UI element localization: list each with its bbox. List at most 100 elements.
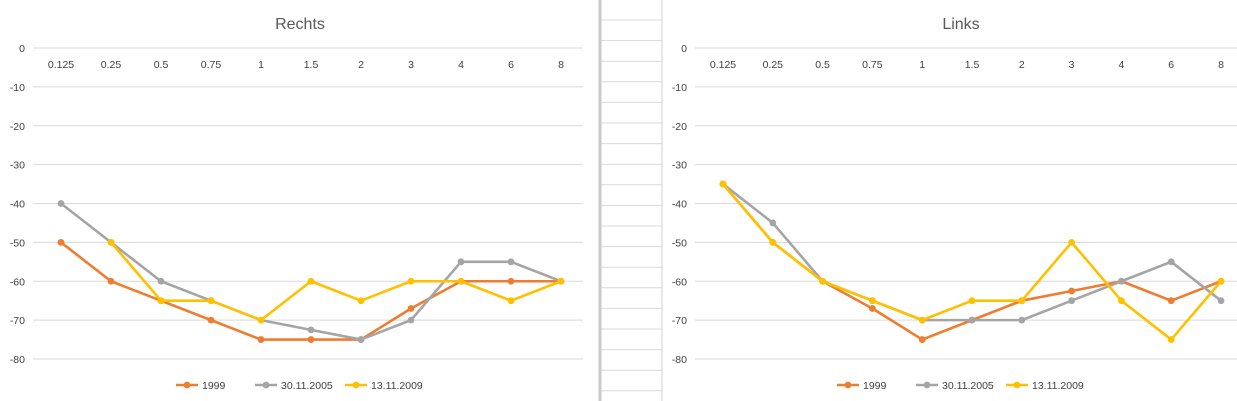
legend-label: 30.11.2005 bbox=[942, 380, 994, 392]
x-tick-label: 6 bbox=[1168, 59, 1174, 71]
legend: 1999 30.11.2005 13.11.2009 bbox=[837, 380, 1084, 392]
data-point bbox=[1068, 238, 1075, 246]
legend-label: 1999 bbox=[202, 380, 226, 392]
y-tick-label: -50 bbox=[10, 237, 25, 249]
data-point bbox=[207, 316, 215, 324]
y-tick-label: -40 bbox=[672, 199, 687, 211]
data-point bbox=[307, 277, 315, 285]
series-13.11.2009 bbox=[107, 238, 565, 324]
data-point bbox=[407, 305, 415, 312]
legend-label: 13.11.2009 bbox=[371, 380, 423, 392]
data-point bbox=[1217, 277, 1225, 285]
x-tick-label: 0.75 bbox=[201, 59, 222, 71]
x-tick-label: 1 bbox=[258, 59, 264, 71]
spreadsheet-column-separator bbox=[598, 0, 663, 401]
x-tick-label: 3 bbox=[408, 59, 414, 71]
y-tick-label: -80 bbox=[10, 354, 25, 366]
legend: 1999 30.11.2005 13.11.2009 bbox=[176, 380, 423, 392]
chart-links: Links 0 -10 -20 -30 -40 -50 -60 -70 -80 0.125 0.25… bbox=[672, 16, 1237, 392]
y-tick-label: -10 bbox=[10, 82, 25, 94]
y-tick-label: -60 bbox=[672, 276, 687, 288]
y-tick-label: -50 bbox=[672, 237, 687, 249]
data-point bbox=[719, 180, 727, 188]
y-tick-label: -40 bbox=[10, 199, 25, 211]
data-point bbox=[357, 336, 365, 343]
data-point bbox=[407, 277, 415, 285]
data-point bbox=[1118, 297, 1125, 305]
data-point bbox=[307, 336, 315, 343]
x-tick-label: 0.5 bbox=[154, 59, 169, 71]
x-tick-label: 8 bbox=[558, 59, 564, 71]
x-tick-label: 1 bbox=[919, 59, 925, 71]
data-point bbox=[1217, 297, 1225, 305]
y-tick-label: 0 bbox=[19, 43, 25, 55]
data-point bbox=[769, 238, 777, 246]
data-point bbox=[1018, 316, 1026, 324]
data-point bbox=[307, 326, 315, 334]
chart-rechts: Rechts 0 -10 -20 -30 -40 -50 -60 -70 -80 0.125 0.2… bbox=[10, 16, 583, 392]
data-point bbox=[107, 238, 115, 246]
data-point bbox=[507, 297, 515, 305]
data-point bbox=[457, 258, 465, 266]
chart-title: Rechts bbox=[275, 16, 325, 33]
data-point bbox=[819, 277, 826, 285]
y-tick-label: -60 bbox=[10, 276, 25, 288]
data-point bbox=[1068, 287, 1075, 295]
x-tick-label: 2 bbox=[358, 59, 364, 71]
data-point bbox=[918, 316, 926, 324]
data-point bbox=[1167, 336, 1175, 343]
data-point bbox=[157, 277, 165, 285]
x-tick-label: 4 bbox=[458, 59, 464, 71]
x-tick-label: 1.5 bbox=[304, 59, 319, 71]
series-line bbox=[109, 241, 563, 322]
y-tick-label: 0 bbox=[681, 43, 687, 55]
data-point bbox=[407, 316, 415, 324]
y-tick-label: -70 bbox=[10, 315, 25, 327]
x-tick-label: 0.5 bbox=[815, 59, 830, 71]
x-tick-label: 0.25 bbox=[101, 59, 122, 71]
series-13.11.2009 bbox=[719, 180, 1225, 343]
y-tick-label: -80 bbox=[672, 354, 687, 366]
x-tick-label: 0.25 bbox=[763, 59, 784, 71]
legend-swatch-marker bbox=[1013, 381, 1021, 389]
data-point bbox=[1167, 258, 1175, 266]
data-point bbox=[257, 316, 265, 324]
series-30.11.2005 bbox=[57, 200, 565, 343]
y-tick-label: -20 bbox=[672, 121, 687, 133]
legend-swatch-marker bbox=[844, 381, 852, 389]
chart-title: Links bbox=[942, 16, 979, 33]
legend-swatch-marker bbox=[183, 381, 191, 389]
x-tick-label: 0.75 bbox=[862, 59, 883, 71]
x-tick-label: 0.125 bbox=[710, 59, 736, 71]
data-point bbox=[869, 305, 876, 312]
legend-label: 1999 bbox=[863, 380, 887, 392]
data-point bbox=[57, 238, 65, 246]
x-tick-label: 1.5 bbox=[965, 59, 980, 71]
y-tick-label: -10 bbox=[672, 82, 687, 94]
data-point bbox=[507, 258, 515, 266]
y-tick-label: -70 bbox=[672, 315, 687, 327]
data-point bbox=[1068, 297, 1075, 305]
y-tick-label: -30 bbox=[672, 160, 687, 172]
y-tick-label: -20 bbox=[10, 121, 25, 133]
data-point bbox=[1118, 277, 1125, 285]
data-point bbox=[869, 297, 876, 305]
data-point bbox=[457, 277, 465, 285]
data-point bbox=[968, 297, 976, 305]
data-point bbox=[57, 200, 65, 207]
legend-swatch-marker bbox=[923, 381, 931, 389]
data-point bbox=[107, 277, 115, 285]
x-tick-label: 2 bbox=[1019, 59, 1025, 71]
legend-swatch-marker bbox=[352, 381, 360, 389]
x-tick-label: 6 bbox=[508, 59, 514, 71]
data-point bbox=[357, 297, 365, 305]
legend-label: 13.11.2009 bbox=[1032, 380, 1084, 392]
legend-label: 30.11.2005 bbox=[281, 380, 333, 392]
data-point bbox=[1018, 297, 1026, 305]
data-point bbox=[507, 277, 515, 285]
legend-swatch-marker bbox=[262, 381, 270, 389]
data-point bbox=[557, 277, 565, 285]
x-tick-label: 8 bbox=[1218, 59, 1224, 71]
data-point bbox=[968, 316, 976, 324]
